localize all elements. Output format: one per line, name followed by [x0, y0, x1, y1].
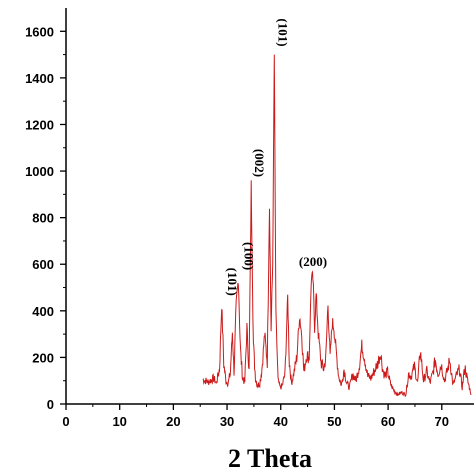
x-axis-label: 2 Theta — [228, 444, 312, 473]
y-tick-label: 1600 — [25, 24, 54, 39]
x-tick-label: 20 — [166, 414, 180, 429]
peak-annotations: (101)(100)(002)(101)(200) — [225, 18, 327, 295]
y-tick-label: 200 — [32, 350, 54, 365]
x-tick-label: 50 — [327, 414, 341, 429]
y-tick-label: 800 — [32, 211, 54, 226]
y-axis-ticks: 0 200 400 600 800 1000 1200 1400 1600 — [25, 24, 66, 412]
y-tick-label: 600 — [32, 257, 54, 272]
plot-area — [65, 8, 474, 405]
x-tick-label: 70 — [435, 414, 449, 429]
peak-label: (100) — [241, 242, 256, 270]
x-tick-label: 60 — [381, 414, 395, 429]
peak-label: (101) — [275, 18, 290, 46]
x-tick-label: 30 — [220, 414, 234, 429]
x-tick-label: 40 — [274, 414, 288, 429]
y-tick-label: 1000 — [25, 164, 54, 179]
x-tick-label: 0 — [62, 414, 69, 429]
x-tick-label: 10 — [112, 414, 126, 429]
y-tick-label: 1200 — [25, 117, 54, 132]
peak-label: (002) — [252, 149, 267, 177]
y-tick-label: 0 — [47, 397, 54, 412]
y-tick-label: 1400 — [25, 71, 54, 86]
series-line — [202, 54, 472, 397]
y-tick-label: 400 — [32, 304, 54, 319]
peak-label: (200) — [299, 254, 327, 269]
x-axis-ticks: 0 10 20 30 40 50 60 70 — [62, 404, 449, 429]
peak-label: (101) — [225, 268, 240, 296]
